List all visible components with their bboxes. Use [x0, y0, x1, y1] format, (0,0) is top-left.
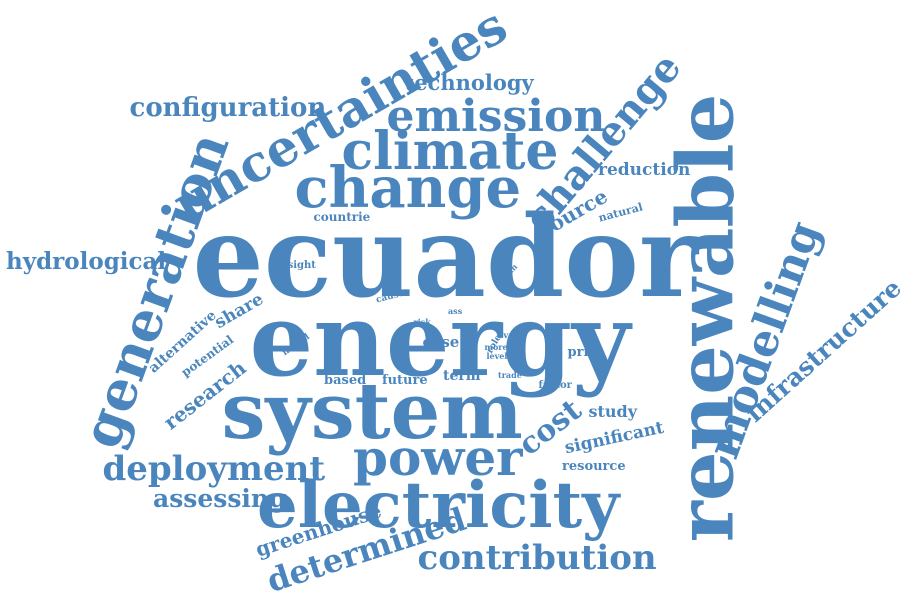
word-assessing: assessing — [153, 483, 287, 513]
word-electricity: electricity — [257, 468, 620, 543]
word-vary: vary — [503, 330, 523, 340]
word-term: term — [443, 368, 481, 384]
word-ass: ass — [448, 306, 463, 316]
word-insight: insight — [276, 260, 316, 271]
word-resource: resource — [562, 458, 626, 474]
word-ecuador: ecuador — [192, 192, 698, 323]
word-power: power — [353, 428, 523, 487]
word-change: change — [294, 155, 522, 221]
word-hydrological: hydrological — [6, 247, 167, 275]
word-deployment: deployment — [102, 449, 326, 489]
word-reduction: reduction — [598, 159, 691, 180]
word-based: based — [324, 372, 367, 388]
word-energy: energy — [249, 281, 631, 399]
word-technology: technology — [404, 69, 534, 95]
word-emission: emission — [386, 91, 606, 142]
word-level: level — [486, 351, 508, 361]
word-countrie: countrie — [313, 210, 371, 224]
word-case: case — [422, 332, 460, 351]
word-trade: trade — [498, 370, 522, 380]
word-contribution: contribution — [417, 538, 657, 578]
word-configuration: configuration — [129, 93, 327, 123]
word-climate: climate — [341, 121, 559, 182]
word-more: more — [484, 342, 508, 352]
word-price: price — [567, 344, 605, 360]
word-study: study — [588, 402, 638, 421]
word-system: system — [221, 366, 523, 457]
word-factor: factor — [538, 380, 572, 391]
word-future: future — [382, 372, 428, 388]
word-risk: risk — [413, 317, 431, 327]
